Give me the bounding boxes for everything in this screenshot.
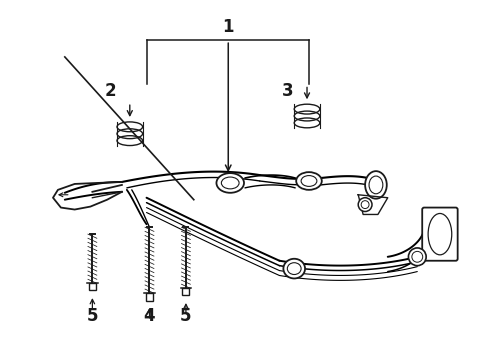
Text: 4: 4	[143, 307, 155, 325]
Bar	[89, 283, 96, 290]
Ellipse shape	[365, 171, 386, 199]
Text: 5: 5	[180, 307, 191, 325]
Ellipse shape	[407, 248, 425, 266]
Text: 1: 1	[222, 18, 234, 36]
Text: 5: 5	[86, 307, 98, 325]
Bar	[182, 288, 189, 295]
Ellipse shape	[216, 173, 244, 193]
Text: 3: 3	[281, 82, 292, 100]
Ellipse shape	[358, 198, 371, 212]
Bar	[146, 293, 153, 301]
FancyBboxPatch shape	[421, 208, 457, 261]
Ellipse shape	[283, 259, 305, 278]
Ellipse shape	[296, 172, 321, 190]
Text: 2: 2	[104, 82, 116, 100]
